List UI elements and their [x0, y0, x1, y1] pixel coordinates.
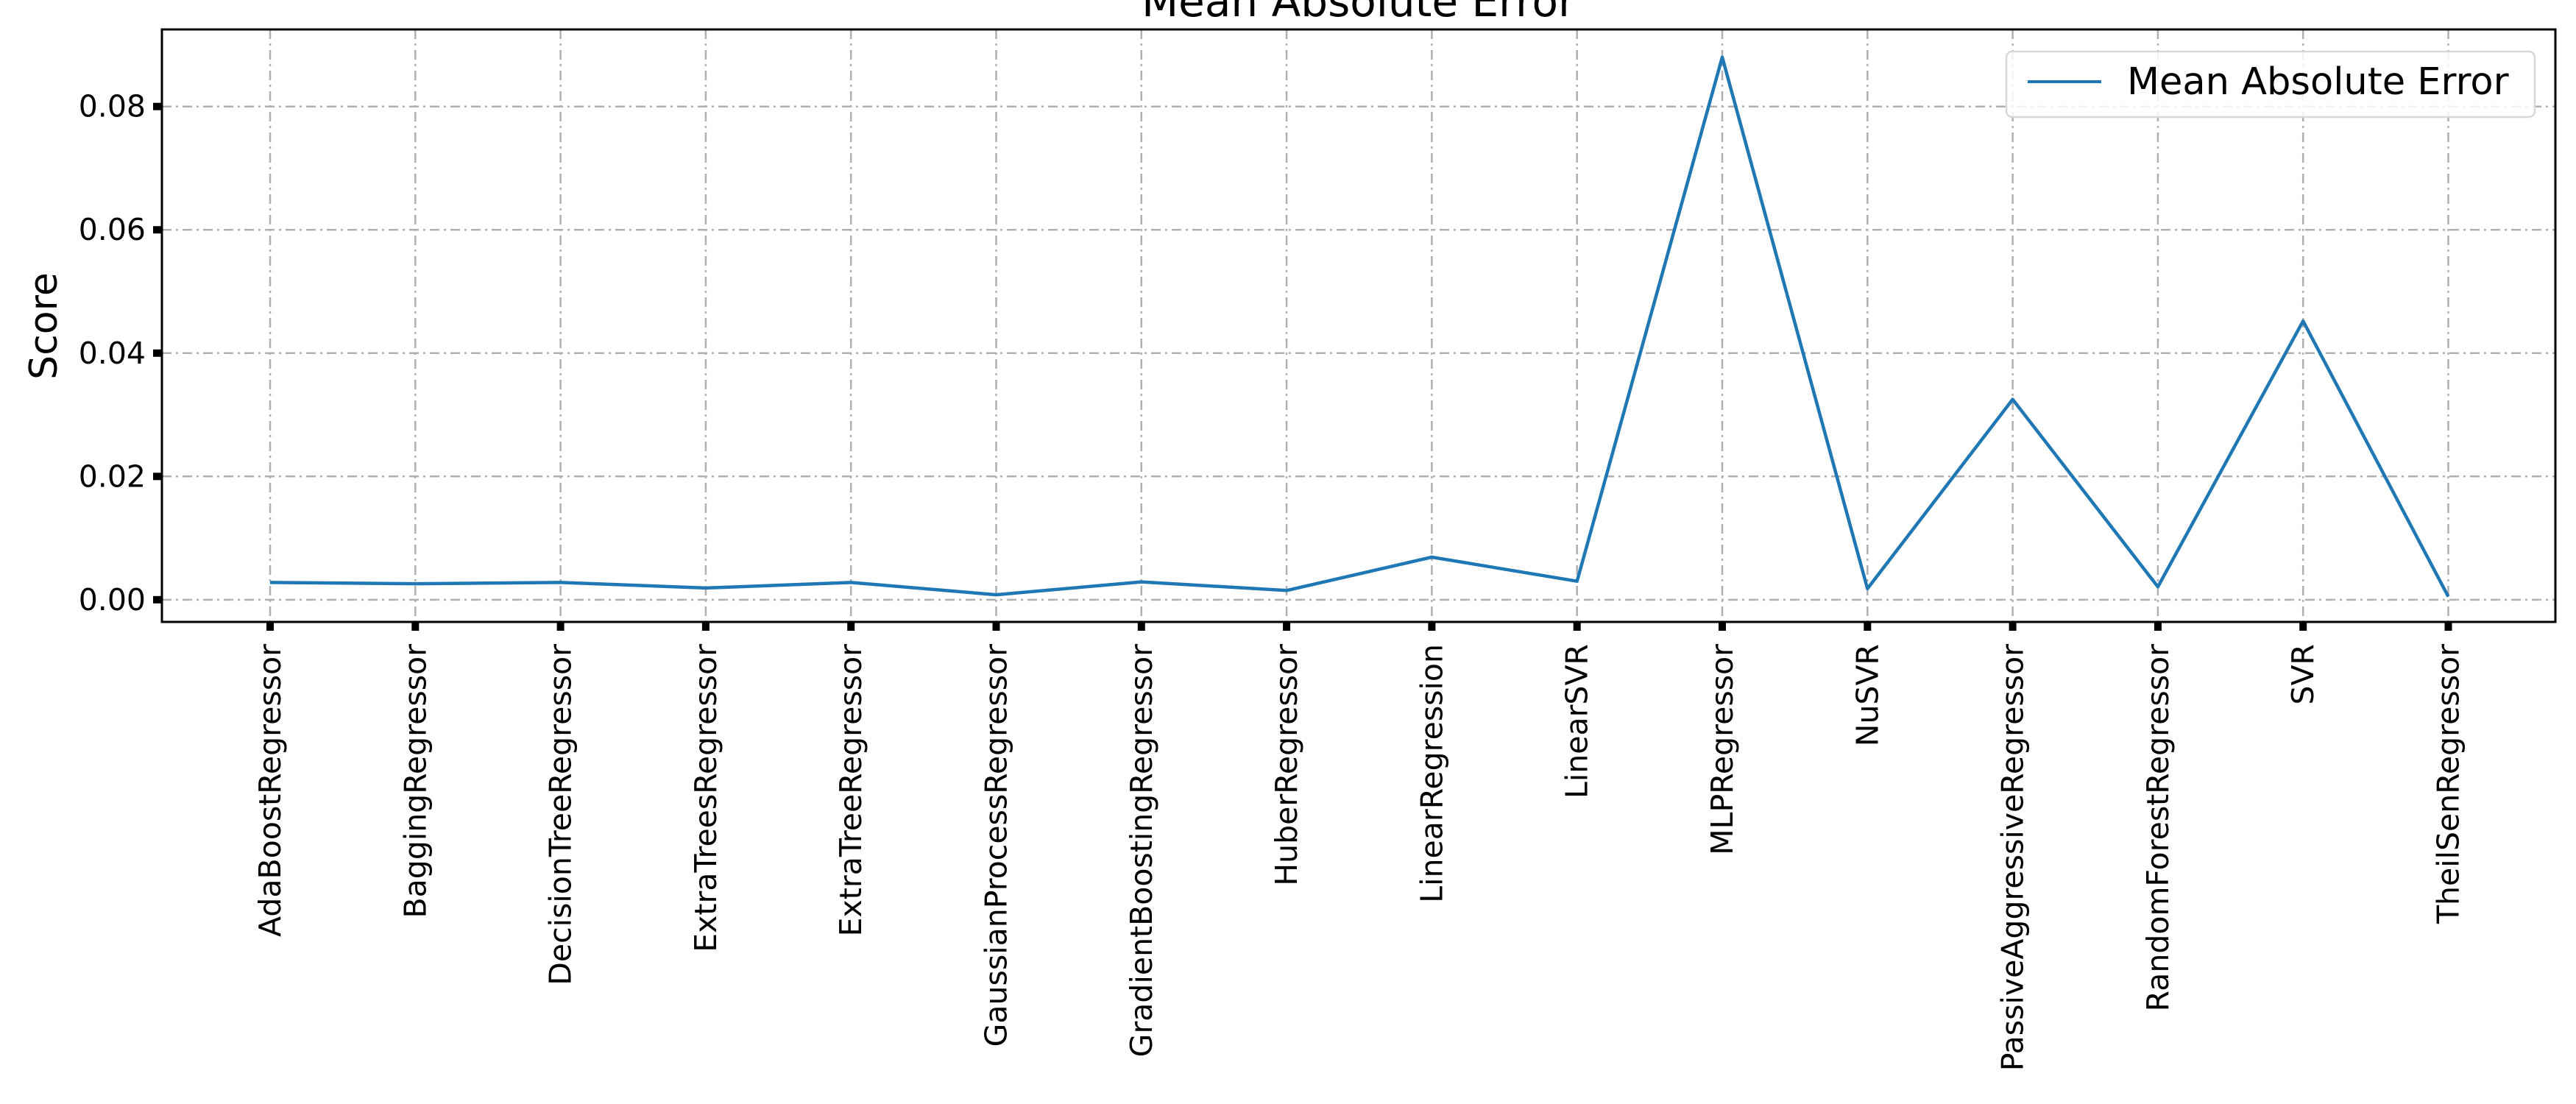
legend-box [2005, 50, 2536, 118]
legend: Mean Absolute Error [2005, 50, 2536, 118]
y-tick-label: 0.08 [79, 89, 146, 124]
x-tick-label: NuSVR [1850, 644, 1885, 746]
x-tick-label: HuberRegressor [1269, 644, 1304, 886]
series-line [269, 55, 2450, 598]
x-tick-label: PassiveAggressiveRegressor [1995, 644, 2031, 1071]
x-tick-label: AdaBoostRegressor [252, 644, 288, 937]
legend-label: Mean Absolute Error [2127, 60, 2509, 104]
x-tick-label: TheilSenRegressor [2431, 644, 2466, 924]
y-axis-ticks: 0.00 0.02 0.04 0.06 0.08 [79, 89, 162, 618]
x-tick-label: LinearSVR [1560, 644, 1595, 799]
x-tick-label: BaggingRegressor [397, 644, 433, 919]
x-tick-label: RandomForestRegressor [2140, 644, 2176, 1011]
x-tick-label: ExtraTreesRegressor [688, 644, 723, 952]
x-tick-label: ExtraTreeRegressor [833, 644, 868, 937]
x-tick-label: MLPRegressor [1705, 644, 1740, 855]
x-tick-label: DecisionTreeRegressor [543, 644, 578, 986]
x-tick-label: GradientBoostingRegressor [1124, 644, 1159, 1057]
x-tick-label: LinearRegression [1414, 644, 1449, 903]
plot-area-frame [160, 28, 2557, 623]
chart-title: Mean Absolute Error [1142, 0, 1576, 26]
y-tick-label: 0.00 [79, 582, 146, 618]
y-tick-label: 0.06 [79, 212, 146, 247]
y-axis-label: Score [22, 272, 66, 380]
grid-lines [162, 29, 2555, 622]
y-tick-label: 0.04 [79, 336, 146, 371]
y-tick-label: 0.02 [79, 459, 146, 494]
x-tick-label: SVR [2285, 644, 2321, 705]
series-layer [269, 55, 2450, 598]
x-axis-ticks: AdaBoostRegressor BaggingRegressor Decisio… [252, 622, 2466, 1071]
x-tick-label: GaussianProcessRegressor [979, 644, 1014, 1047]
